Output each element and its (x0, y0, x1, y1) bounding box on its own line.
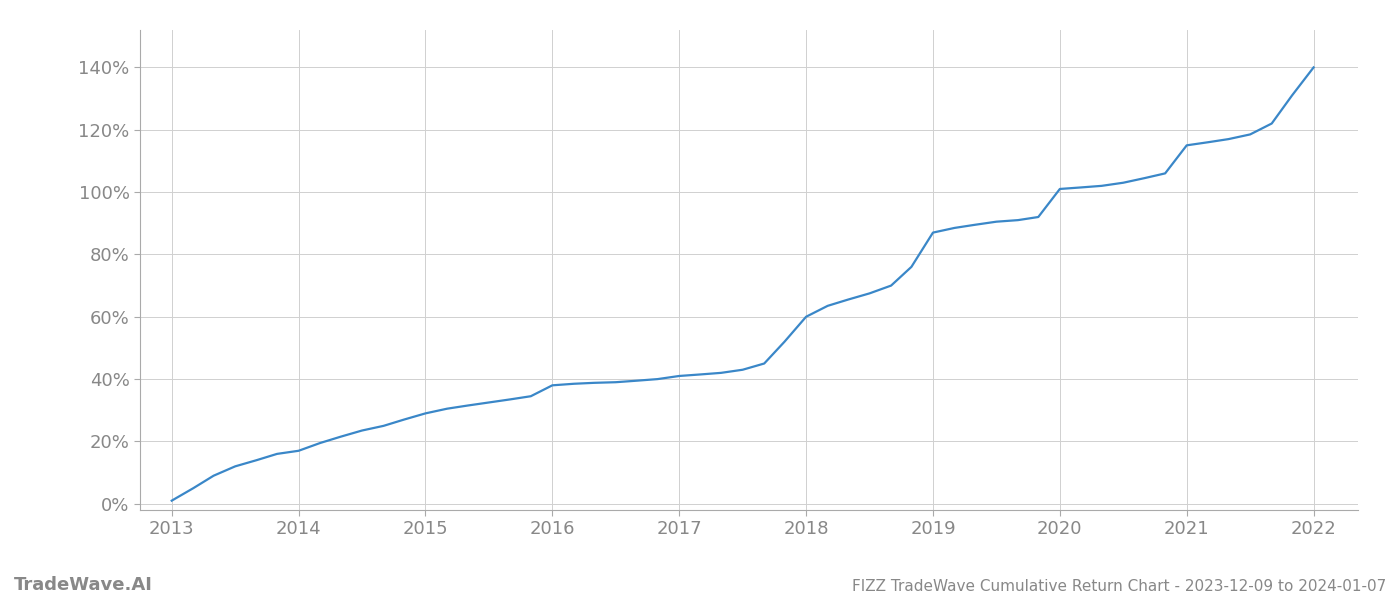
Text: FIZZ TradeWave Cumulative Return Chart - 2023-12-09 to 2024-01-07: FIZZ TradeWave Cumulative Return Chart -… (851, 579, 1386, 594)
Text: TradeWave.AI: TradeWave.AI (14, 576, 153, 594)
